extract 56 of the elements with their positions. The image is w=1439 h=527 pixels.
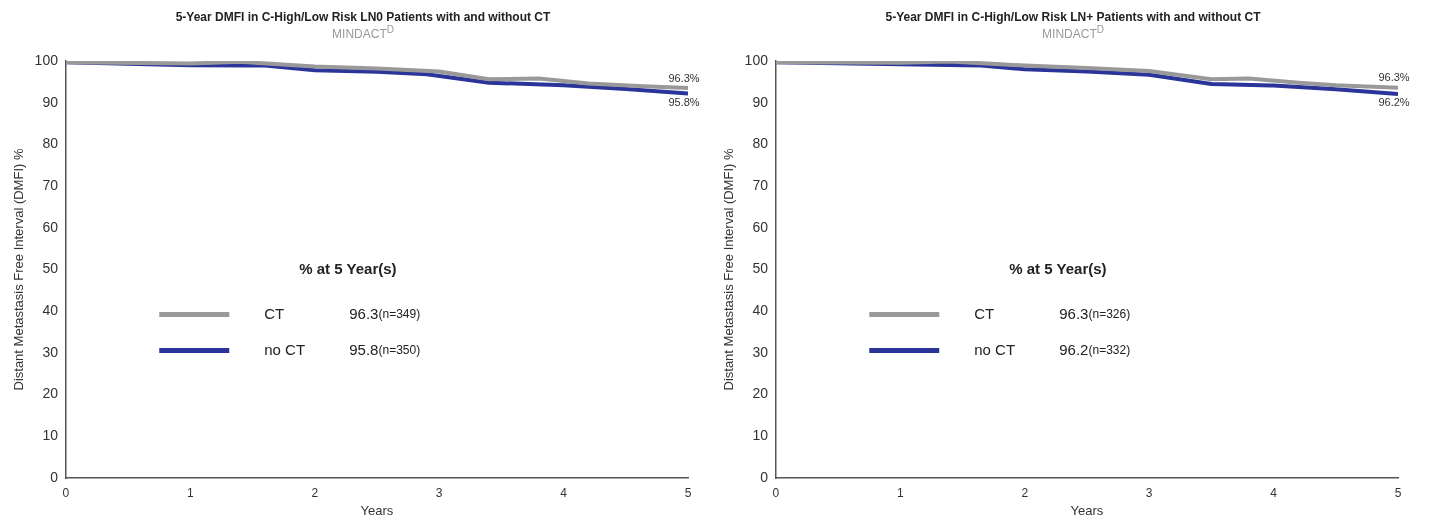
x-tick-label: 5 [684, 485, 692, 500]
y-tick-label: 10 [752, 427, 769, 444]
y-tick-label: 90 [752, 93, 769, 110]
annotation: 96.3(n=349) [349, 304, 421, 322]
annotation: 96.3% [668, 71, 700, 84]
x-tick-label: 4 [1270, 485, 1278, 500]
x-tick-label: 0 [62, 485, 70, 500]
annotation: 96.3% [1378, 71, 1410, 84]
y-tick-label: 30 [752, 343, 769, 360]
annotation: 96.2(n=332) [1059, 340, 1131, 358]
y-tick-label: 10 [42, 427, 59, 444]
y-tick-label: 100 [34, 51, 59, 68]
y-tick-label: 60 [752, 218, 769, 235]
x-tick-label: 4 [560, 485, 568, 500]
annotation: 95.8(n=350) [349, 340, 421, 358]
y-tick-label: 40 [752, 302, 769, 319]
x-tick-label: 2 [311, 485, 319, 500]
x-tick-label: 3 [435, 485, 443, 500]
legend-title: % at 5 Year(s) [1009, 259, 1107, 277]
y-tick-label: 100 [744, 51, 769, 68]
annotation: 95.8% [668, 96, 700, 109]
x-tick-label: 1 [897, 485, 905, 500]
y-axis-title: Distant Metastasis Free Interval (DMFI) % [11, 148, 27, 391]
x-axis-title: Years [360, 502, 394, 518]
y-axis-title: Distant Metastasis Free Interval (DMFI) % [721, 148, 737, 391]
y-tick-label: 0 [760, 468, 769, 485]
chart-title: 5-Year DMFI in C-High/Low Risk LN0 Patients with and without CT [174, 10, 552, 24]
x-tick-label: 3 [1145, 485, 1153, 500]
y-tick-label: 30 [42, 343, 59, 360]
y-tick-label: 40 [42, 302, 59, 319]
legend-label: CT [974, 304, 995, 322]
y-tick-label: 0 [50, 468, 59, 485]
legend-title: % at 5 Year(s) [299, 259, 397, 277]
y-tick-label: 50 [42, 260, 59, 277]
x-axis-title: Years [1070, 502, 1104, 518]
legend-label: CT [264, 304, 285, 322]
x-tick-label: 5 [1394, 485, 1402, 500]
y-tick-label: 90 [42, 93, 59, 110]
legend-label: no CT [974, 340, 1016, 358]
y-tick-label: 70 [42, 176, 59, 193]
legend-label: no CT [264, 340, 306, 358]
y-tick-label: 60 [42, 218, 59, 235]
x-tick-label: 2 [1021, 485, 1029, 500]
y-tick-label: 80 [42, 135, 59, 152]
chart-title: 5-Year DMFI in C-High/Low Risk LN+ Patients with and without CT [884, 10, 1262, 24]
y-tick-label: 70 [752, 176, 769, 193]
annotation: 96.3(n=326) [1059, 304, 1131, 322]
x-tick-label: 0 [772, 485, 780, 500]
y-tick-label: 20 [42, 385, 59, 402]
y-tick-label: 50 [752, 260, 769, 277]
y-tick-label: 80 [752, 135, 769, 152]
y-tick-label: 20 [752, 385, 769, 402]
x-tick-label: 1 [187, 485, 195, 500]
annotation: 96.2% [1378, 96, 1410, 109]
chart-subtitle: MINDACT$^{D}$ [331, 24, 395, 41]
chart-subtitle: MINDACT$^{D}$ [1041, 24, 1105, 41]
